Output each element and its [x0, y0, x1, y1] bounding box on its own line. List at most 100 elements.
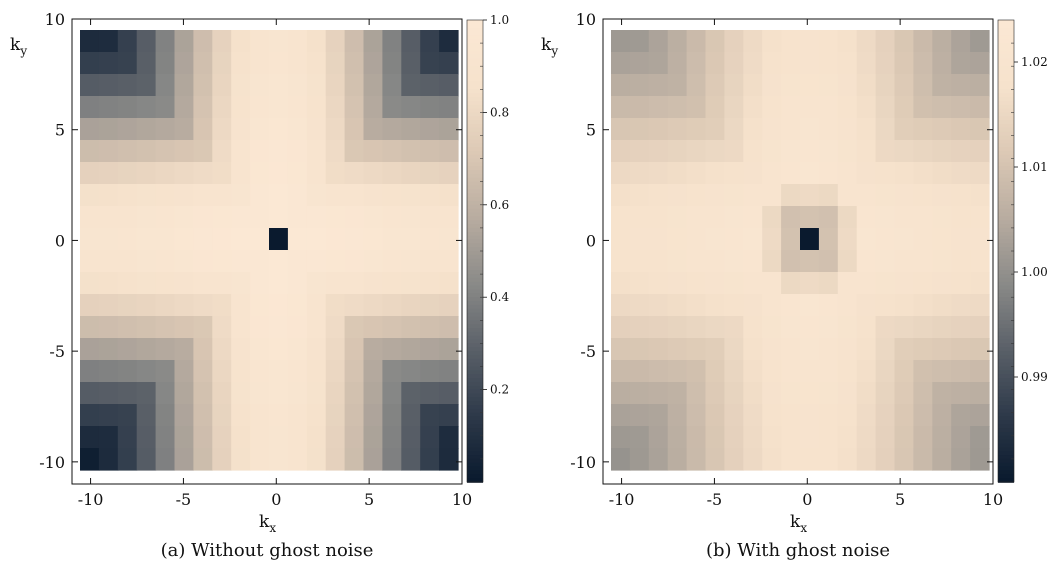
- heatmap-cell: [344, 250, 365, 273]
- heatmap-cell: [724, 96, 744, 119]
- heatmap-cell: [231, 228, 251, 251]
- colorbar-segment: [467, 451, 483, 456]
- heatmap-cell: [401, 74, 421, 97]
- colorbar-segment: [998, 58, 1014, 64]
- x-axis-label: kx: [790, 512, 807, 535]
- heatmap-cell: [231, 360, 251, 383]
- heatmap-cell: [155, 360, 176, 383]
- heatmap-cell: [80, 448, 100, 471]
- heatmap-cell: [856, 52, 877, 75]
- colorbar-segment: [467, 304, 483, 310]
- heatmap-cell: [231, 96, 251, 119]
- heatmap-cell: [970, 250, 990, 273]
- colorbar-segment: [998, 351, 1014, 356]
- colorbar-segment: [467, 81, 483, 87]
- colorbar-segment: [998, 474, 1014, 479]
- heatmap-cell: [363, 96, 383, 119]
- heatmap-cell: [932, 184, 952, 207]
- heatmap-cell: [932, 96, 952, 119]
- heatmap-cell: [155, 206, 176, 229]
- heatmap-cell: [629, 316, 650, 339]
- colorbar-segment: [998, 116, 1014, 121]
- heatmap-cell: [743, 140, 763, 163]
- heatmap-cell: [648, 228, 669, 251]
- heatmap-cell: [344, 338, 365, 361]
- heatmap-cell: [306, 382, 327, 405]
- heatmap-cell: [932, 294, 952, 317]
- heatmap-cell: [913, 250, 933, 273]
- heatmap-cell: [818, 382, 839, 405]
- heatmap-cell: [875, 272, 896, 295]
- heatmap-cell: [382, 118, 402, 141]
- heatmap-cell: [611, 30, 631, 53]
- colorbar-segment: [998, 435, 1014, 441]
- heatmap-cell: [648, 360, 669, 383]
- heatmap-cell: [269, 162, 289, 185]
- heatmap-cell: [856, 250, 877, 273]
- heatmap-cell: [269, 360, 289, 383]
- heatmap-cell: [932, 382, 952, 405]
- heatmap-cell: [269, 30, 289, 53]
- heatmap-cell: [724, 206, 744, 229]
- heatmap-cell: [363, 162, 383, 185]
- heatmap-cell: [174, 250, 194, 273]
- heatmap-cell: [80, 74, 100, 97]
- colorbar-segment: [467, 308, 483, 314]
- colorbar-segment: [998, 412, 1014, 418]
- heatmap-cell: [306, 360, 327, 383]
- heatmap-cell: [193, 206, 213, 229]
- heatmap-cell: [306, 404, 327, 427]
- heatmap-cell: [117, 162, 138, 185]
- heatmap-cell: [951, 96, 971, 119]
- heatmap-cell: [932, 448, 952, 471]
- heatmap-cell: [287, 96, 308, 119]
- heatmap-cell: [970, 360, 990, 383]
- heatmap-cell: [80, 162, 100, 185]
- heatmap-cell: [269, 74, 289, 97]
- colorbar-segment: [998, 193, 1014, 198]
- colorbar-segment: [467, 428, 483, 433]
- colorbar-segment: [998, 73, 1014, 79]
- colorbar-segment: [998, 270, 1014, 275]
- heatmap-cell: [363, 294, 383, 317]
- colorbar-segment: [998, 316, 1014, 322]
- heatmap-cell: [667, 74, 688, 97]
- heatmap-cell: [781, 316, 801, 339]
- heatmap-cell: [611, 382, 631, 405]
- heatmap-cell: [705, 228, 725, 251]
- heatmap-cell: [894, 162, 914, 185]
- colorbar-label: 1.01: [1021, 160, 1048, 174]
- heatmap-cell: [325, 96, 346, 119]
- heatmap-cell: [724, 30, 744, 53]
- heatmap-cell: [80, 96, 100, 119]
- heatmap-cell: [724, 228, 744, 251]
- heatmap-cell: [193, 96, 213, 119]
- colorbar-segment: [998, 239, 1014, 245]
- heatmap-cell: [648, 404, 669, 427]
- colorbar-segment: [467, 43, 483, 48]
- heatmap-cell: [155, 228, 176, 251]
- heatmap-cell: [875, 294, 896, 317]
- heatmap-cell: [287, 404, 308, 427]
- heatmap-cell: [818, 316, 839, 339]
- heatmap-cell: [401, 360, 421, 383]
- heatmap-cell: [894, 360, 914, 383]
- colorbar-segment: [998, 374, 1014, 379]
- heatmap-cell: [306, 448, 327, 471]
- colorbar-segment: [998, 85, 1014, 91]
- heatmap-cell: [762, 448, 782, 471]
- heatmap-cell: [231, 30, 251, 53]
- heatmap-cell: [155, 448, 176, 471]
- heatmap-cell: [325, 360, 346, 383]
- heatmap-cell: [762, 162, 782, 185]
- heatmap-cell: [970, 448, 990, 471]
- heatmap-cell: [743, 118, 763, 141]
- heatmap-cell: [117, 404, 138, 427]
- colorbar-segment: [998, 97, 1014, 102]
- colorbar-segment: [467, 235, 483, 241]
- heatmap-cell: [439, 360, 459, 383]
- heatmap-cell: [743, 184, 763, 207]
- colorbar-segment: [998, 378, 1014, 383]
- heatmap-cell: [875, 184, 896, 207]
- heatmap-cell: [648, 184, 669, 207]
